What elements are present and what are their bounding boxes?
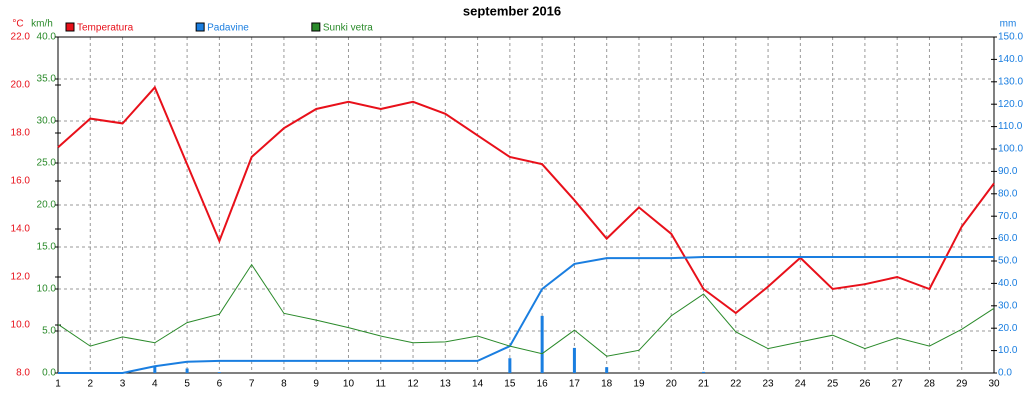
x-tick-label: 24	[795, 379, 807, 390]
y3-tick-label: 140.0	[998, 54, 1023, 65]
y2-tick-label: 0.0	[42, 368, 56, 379]
plot-frame	[57, 36, 995, 374]
x-tick-label: 28	[924, 379, 936, 390]
legend-swatch	[65, 22, 75, 32]
legend-swatch	[195, 22, 205, 32]
y3-tick-label: 150.0	[998, 32, 1023, 43]
y2-axis-title: km/h	[31, 19, 53, 30]
series-line	[57, 85, 995, 315]
y3-tick-label: 110.0	[998, 121, 1023, 132]
x-tick-label: 27	[892, 379, 904, 390]
x-tick-label: 22	[730, 379, 742, 390]
y-tick-label: 18.0	[11, 128, 31, 139]
y3-tick-label: 20.0	[998, 323, 1018, 334]
x-tick-label: 14	[472, 379, 484, 390]
y3-tick-label: 30.0	[998, 300, 1018, 311]
x-tick-label: 29	[956, 379, 968, 390]
y2-tick-label: 5.0	[42, 326, 56, 337]
x-tick-label: 6	[217, 379, 223, 390]
y3-tick-label: 60.0	[998, 233, 1018, 244]
y2-tick-label: 40.0	[37, 32, 57, 43]
y-tick-label: 12.0	[11, 272, 31, 283]
x-tick-label: 19	[633, 379, 645, 390]
x-tick-label: 15	[504, 379, 516, 390]
y-tick-label: 14.0	[11, 224, 31, 235]
y2-tick-label: 30.0	[37, 116, 57, 127]
x-tick-label: 12	[407, 379, 419, 390]
legend-label: Temperatura	[77, 23, 134, 34]
x-tick-label: 5	[184, 379, 190, 390]
y3-tick-label: 100.0	[998, 144, 1023, 155]
legend-swatch	[311, 22, 321, 32]
y3-tick-label: 50.0	[998, 256, 1018, 267]
x-tick-label: 8	[281, 379, 287, 390]
x-tick-label: 4	[152, 379, 158, 390]
precip-bar	[508, 358, 512, 373]
y2-tick-label: 20.0	[37, 200, 57, 211]
series-line	[58, 255, 994, 374]
x-tick-label: 13	[440, 379, 452, 390]
y-tick-label: 20.0	[11, 80, 31, 91]
x-tick-label: 23	[763, 379, 775, 390]
chart-title: september 2016	[463, 3, 561, 18]
y3-tick-label: 80.0	[998, 188, 1018, 199]
y3-tick-label: 40.0	[998, 278, 1018, 289]
legend-label: Padavine	[207, 23, 249, 34]
x-tick-label: 16	[537, 379, 549, 390]
y-axis-title: °C	[12, 19, 23, 30]
x-tick-label: 1	[55, 379, 61, 390]
precip-bar	[572, 347, 576, 373]
x-tick-label: 25	[827, 379, 839, 390]
x-tick-label: 10	[343, 379, 355, 390]
y2-tick-label: 35.0	[37, 74, 57, 85]
legend-label: Sunki vetra	[323, 23, 373, 34]
x-tick-label: 9	[313, 379, 319, 390]
y2-tick-label: 10.0	[37, 284, 57, 295]
y3-tick-label: 130.0	[998, 76, 1023, 87]
y-tick-label: 22.0	[11, 32, 31, 43]
x-tick-label: 21	[698, 379, 710, 390]
x-tick-label: 26	[859, 379, 871, 390]
x-tick-label: 18	[601, 379, 613, 390]
x-tick-label: 7	[249, 379, 255, 390]
y3-axis-title: mm	[1000, 19, 1017, 30]
y2-tick-label: 25.0	[37, 158, 57, 169]
precip-bar	[702, 371, 706, 373]
y3-tick-label: 120.0	[998, 99, 1023, 110]
y3-tick-label: 10.0	[998, 345, 1018, 356]
precip-bar	[153, 366, 157, 373]
x-tick-label: 20	[666, 379, 678, 390]
y2-tick-label: 15.0	[37, 242, 57, 253]
y3-tick-label: 90.0	[998, 166, 1018, 177]
precip-bar	[217, 372, 221, 373]
precip-bar	[540, 315, 544, 373]
y3-tick-label: 0.0	[998, 368, 1012, 379]
x-tick-label: 17	[569, 379, 581, 390]
y-tick-label: 8.0	[16, 368, 30, 379]
precip-bar	[185, 368, 189, 373]
x-tick-label: 30	[988, 379, 1000, 390]
x-tick-label: 3	[120, 379, 126, 390]
y-tick-label: 16.0	[11, 176, 31, 187]
y3-tick-label: 70.0	[998, 211, 1018, 222]
y-tick-label: 10.0	[11, 320, 31, 331]
precip-bar	[605, 367, 609, 373]
series-line	[57, 263, 995, 357]
x-tick-label: 2	[87, 379, 93, 390]
x-tick-label: 11	[376, 379, 387, 390]
